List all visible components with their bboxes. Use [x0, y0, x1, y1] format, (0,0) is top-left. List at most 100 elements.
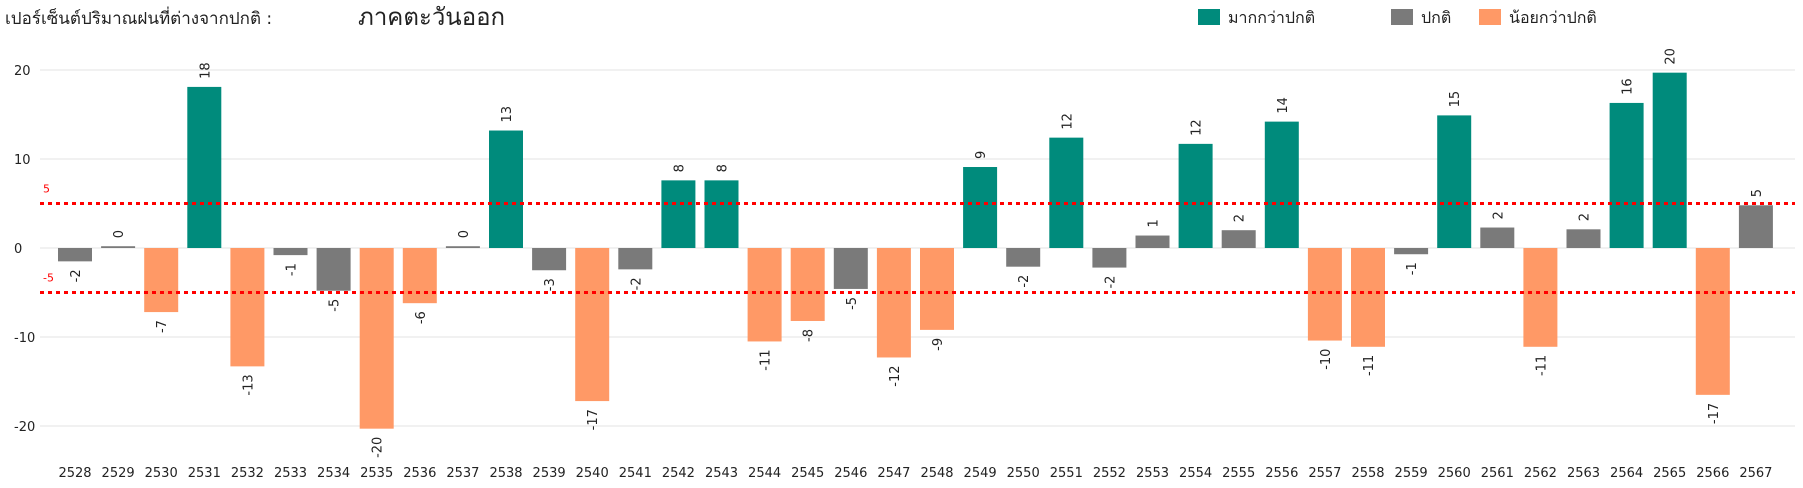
- bar: [704, 180, 739, 248]
- x-tick-label: 2558: [1351, 466, 1384, 481]
- x-tick-label: 2529: [102, 466, 135, 481]
- x-tick-label: 2540: [576, 466, 609, 481]
- bar: [1609, 102, 1644, 249]
- bar: [575, 248, 610, 402]
- bar: [101, 246, 136, 248]
- data-label: 5: [1750, 189, 1765, 197]
- data-label: -17: [1707, 403, 1722, 424]
- bar: [58, 248, 92, 262]
- data-label: 2: [1491, 211, 1506, 219]
- bar: [359, 248, 394, 429]
- x-tick-label: 2553: [1136, 466, 1169, 481]
- x-tick-label: 2544: [748, 466, 781, 481]
- x-tick-label: 2554: [1179, 466, 1212, 481]
- x-tick-label: 2567: [1739, 466, 1772, 481]
- data-label: 14: [1276, 97, 1291, 114]
- y-tick-label: 0: [14, 242, 22, 257]
- data-label: 0: [457, 230, 472, 238]
- bar: [1264, 121, 1299, 248]
- bar: [187, 86, 222, 248]
- x-tick-label: 2561: [1481, 466, 1514, 481]
- legend-label-normal: ปกติ: [1421, 8, 1451, 27]
- reference-lines: 5 -5: [40, 183, 1795, 294]
- x-tick-label: 2539: [533, 466, 566, 481]
- data-label: -12: [888, 365, 903, 386]
- bar: [402, 248, 437, 304]
- data-label: -20: [371, 437, 386, 458]
- data-label: 12: [1060, 113, 1075, 130]
- reference-line-label: 5: [43, 183, 50, 196]
- data-label: -11: [1362, 355, 1377, 376]
- x-tick-label: 2546: [834, 466, 867, 481]
- data-label: -2: [69, 269, 84, 282]
- data-label: -5: [845, 297, 860, 310]
- data-label: -2: [629, 277, 644, 290]
- x-tick-label: 2566: [1696, 466, 1729, 481]
- x-tick-label: 2563: [1567, 466, 1600, 481]
- data-label: 12: [1190, 119, 1205, 136]
- data-label: 8: [672, 164, 687, 172]
- x-tick-label: 2559: [1395, 466, 1428, 481]
- y-tick-label: 10: [14, 153, 31, 168]
- data-label: -1: [1405, 262, 1420, 275]
- x-tick-label: 2542: [662, 466, 695, 481]
- bar: [445, 246, 480, 248]
- data-label: 13: [500, 106, 515, 123]
- data-label: -10: [1319, 349, 1334, 370]
- y-tick-label: 20: [14, 64, 31, 79]
- bar: [1307, 248, 1342, 341]
- legend-swatch-above: [1198, 9, 1220, 25]
- bar: [1566, 229, 1601, 248]
- bar: [1178, 143, 1213, 248]
- bar: [532, 248, 567, 271]
- bar: [618, 248, 653, 270]
- x-tick-label: 2536: [403, 466, 436, 481]
- bar: [1652, 72, 1687, 248]
- data-label: -7: [155, 320, 170, 333]
- x-tick-label: 2538: [489, 466, 522, 481]
- data-label: -2: [1103, 276, 1118, 289]
- bar: [1480, 227, 1515, 248]
- x-tick-label: 2545: [791, 466, 824, 481]
- x-tick-label: 2549: [964, 466, 997, 481]
- x-tick-label: 2552: [1093, 466, 1126, 481]
- bar: [230, 248, 265, 367]
- data-label: 8: [716, 164, 731, 172]
- data-label: 2: [1578, 213, 1593, 221]
- x-tick-label: 2550: [1007, 466, 1040, 481]
- x-tick-label: 2534: [317, 466, 350, 481]
- bar: [1351, 248, 1385, 347]
- data-label: -2: [1017, 275, 1032, 288]
- x-tick-label: 2556: [1265, 466, 1298, 481]
- data-label: 9: [974, 151, 989, 159]
- bars: [58, 72, 1773, 429]
- x-tick-label: 2531: [188, 466, 221, 481]
- data-label: 18: [198, 62, 213, 79]
- data-label: -8: [802, 329, 817, 342]
- data-label: -11: [1534, 355, 1549, 376]
- data-label: 1: [1147, 219, 1162, 227]
- bar: [747, 248, 782, 342]
- y-tick-label: -20: [14, 420, 35, 435]
- x-tick-label: 2530: [145, 466, 178, 481]
- x-tick-label: 2560: [1438, 466, 1471, 481]
- bar: [661, 180, 696, 248]
- x-tick-label: 2557: [1308, 466, 1341, 481]
- legend-label-above: มากกว่าปกติ: [1228, 8, 1315, 27]
- data-label: -13: [241, 374, 256, 395]
- x-tick-label: 2541: [619, 466, 652, 481]
- legend: มากกว่าปกติ ปกติ น้อยกว่าปกติ: [1198, 8, 1597, 27]
- bar: [833, 248, 868, 289]
- reference-line-label: -5: [43, 272, 54, 285]
- data-label: -6: [414, 311, 429, 324]
- data-label: -1: [285, 263, 300, 276]
- bar: [489, 130, 523, 248]
- data-label: -9: [931, 338, 946, 351]
- x-tick-label: 2547: [877, 466, 910, 481]
- bar: [920, 248, 954, 330]
- bar: [1437, 115, 1472, 248]
- bar: [1523, 248, 1558, 347]
- bar: [273, 248, 308, 256]
